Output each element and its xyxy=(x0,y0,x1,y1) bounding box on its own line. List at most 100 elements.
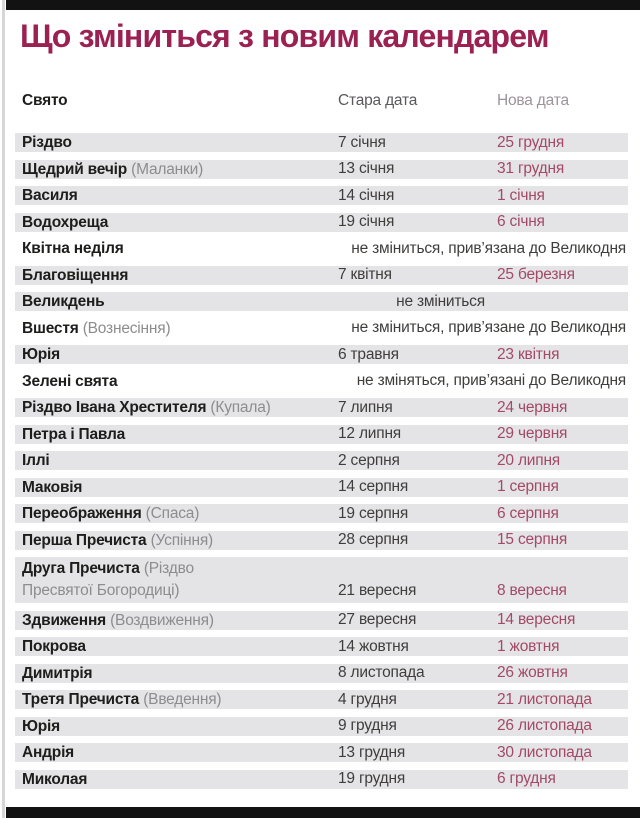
holiday-name: Переображення (Спаса) xyxy=(22,504,334,523)
new-date: 6 грудня xyxy=(497,770,556,787)
table-row: Юрія 6 травня 23 квітня xyxy=(15,345,628,364)
holiday-name: Великдень xyxy=(22,292,334,311)
new-date: 14 вересня xyxy=(497,611,576,628)
table-row: Іллі 2 серпня 20 липня xyxy=(15,451,628,470)
holiday-name: Юрія xyxy=(22,717,334,736)
holiday-name: Іллі xyxy=(22,451,334,470)
new-date: 6 серпня xyxy=(497,504,559,522)
calendar-table: Свято Стара дата Нова дата Різдво 7 січня… xyxy=(15,92,628,796)
holiday-alt-name: (Вознесіння) xyxy=(78,319,171,337)
table-body: Різдво 7 січня 25 грудня Щедрий вечір (Мала… xyxy=(15,133,628,789)
table-row: Юрія 9 грудня 26 листопада xyxy=(15,716,628,736)
new-date: 23 квітня xyxy=(497,345,560,363)
table-row: Миколая 19 грудня 6 грудня xyxy=(15,769,628,789)
holiday-name-text: Водохреща xyxy=(22,213,109,231)
row-note: не зміниться, прив’язане до Великодня xyxy=(351,319,626,336)
holiday-name-text: Іллі xyxy=(22,452,50,469)
holiday-name-text: Переображення xyxy=(22,505,142,522)
holiday-alt-name-line2: Пресвятої Богородиці) xyxy=(22,582,180,599)
holiday-name: Друга Пречиста (Різдво Пресвятої Богороди… xyxy=(22,557,334,603)
holiday-name: Василя xyxy=(22,186,334,205)
old-date: 4 грудня xyxy=(338,690,397,708)
table-header-row: Свято Стара дата Нова дата xyxy=(15,92,628,114)
row-note: не зміняться, прив’язані до Великодня xyxy=(356,372,627,389)
holiday-name-text: Димитрія xyxy=(22,664,93,682)
holiday-name-text: Миколая xyxy=(22,770,88,788)
holiday-name-text: Квітна неділя xyxy=(22,240,124,257)
table-row: Благовіщення 7 квітня 25 березня xyxy=(15,265,628,285)
holiday-name-text: Благовіщення xyxy=(22,266,129,284)
holiday-alt-name: (Успіння) xyxy=(146,531,214,549)
new-date: 8 вересня xyxy=(497,582,567,599)
new-date: 1 серпня xyxy=(497,478,559,495)
old-date: 21 вересня xyxy=(338,582,417,599)
table-row: Різдво Івана Хрестителя (Купала) 7 липня 2… xyxy=(15,398,628,417)
table-row: Димитрія 8 листопада 26 жовтня xyxy=(15,663,628,683)
holiday-name: Вшестя (Вознесіння) xyxy=(22,319,334,338)
old-date: 7 липня xyxy=(338,398,393,416)
holiday-name: Щедрий вечір (Маланки) xyxy=(22,160,334,179)
new-date: 26 жовтня xyxy=(497,664,568,681)
holiday-alt-name: (Різдво xyxy=(139,560,194,577)
holiday-name: Зелені свята xyxy=(22,372,334,391)
table-row: Третя Пречиста (Введення) 4 грудня 21 лист… xyxy=(15,690,628,709)
old-date: 13 грудня xyxy=(338,743,406,761)
holiday-name-text: Покрова xyxy=(22,638,86,655)
holiday-name: Димитрія xyxy=(22,664,334,683)
old-date: 13 січня xyxy=(338,160,395,177)
holiday-name: Маковія xyxy=(22,478,334,497)
new-date: 30 листопада xyxy=(497,743,592,761)
table-row: Зелені свята не зміняться, прив’язані до … xyxy=(15,372,628,391)
table-row: Петра і Павла 12 липня 29 червня xyxy=(15,424,628,444)
new-date: 6 січня xyxy=(497,213,545,230)
table-row: Водохреща 19 січня 6 січня xyxy=(15,212,628,232)
holiday-name-text: Здвиження xyxy=(22,611,106,629)
table-row: Квітна неділя не зміниться, прив’язана до… xyxy=(15,239,628,258)
old-date: 14 серпня xyxy=(338,478,409,495)
column-header-new-date: Нова дата xyxy=(497,92,569,109)
old-date: 8 листопада xyxy=(338,664,425,681)
table-row: Покрова 14 жовтня 1 жовтня xyxy=(15,637,628,656)
holiday-name-text: Юрія xyxy=(22,717,61,735)
old-date: 19 січня xyxy=(338,213,395,230)
holiday-name: Різдво Івана Хрестителя (Купала) xyxy=(22,398,334,417)
holiday-name-text: Василя xyxy=(22,187,78,204)
holiday-name-text: Юрія xyxy=(22,346,61,363)
top-black-bar xyxy=(6,0,640,10)
holiday-name: Юрія xyxy=(22,345,334,364)
table-row: Василя 14 січня 1 січня xyxy=(15,186,628,205)
page-title: Що зміниться з новим календарем xyxy=(20,18,550,54)
new-date: 25 грудня xyxy=(497,133,565,151)
holiday-name-text: Петра і Павла xyxy=(22,425,126,443)
holiday-name-text: Друга Пречиста xyxy=(22,560,140,577)
new-date: 15 серпня xyxy=(497,531,568,548)
holiday-name: Благовіщення xyxy=(22,266,334,285)
holiday-alt-name: (Введення) xyxy=(139,691,222,708)
old-date: 14 жовтня xyxy=(338,637,409,655)
holiday-name: Покрова xyxy=(22,637,334,656)
holiday-name-text: Великдень xyxy=(22,293,105,310)
table-row: Друга Пречиста (Різдво Пресвятої Богороди… xyxy=(15,557,628,603)
holiday-name-text: Перша Пречиста xyxy=(22,531,147,549)
holiday-name: Різдво xyxy=(22,133,334,152)
holiday-alt-name: (Маланки) xyxy=(127,160,204,178)
row-note: не зміниться xyxy=(396,292,485,310)
old-date: 7 січня xyxy=(338,133,386,151)
new-date: 20 липня xyxy=(497,451,560,469)
bottom-black-bar xyxy=(6,807,640,818)
holiday-name-text: Зелені свята xyxy=(22,372,118,390)
holiday-name: Перша Пречиста (Успіння) xyxy=(22,531,334,550)
new-date: 25 березня xyxy=(497,266,575,283)
holiday-alt-name: (Спаса) xyxy=(141,505,200,522)
old-date: 6 травня xyxy=(338,345,399,363)
new-date: 31 грудня xyxy=(497,160,565,177)
new-date: 29 червня xyxy=(497,425,568,442)
holiday-alt-name: (Воздвиження) xyxy=(105,611,214,629)
holiday-alt-name: (Купала) xyxy=(206,399,271,416)
holiday-name-text: Третя Пречиста xyxy=(22,691,140,708)
new-date: 26 листопада xyxy=(497,717,592,734)
holiday-name: Петра і Павла xyxy=(22,425,334,444)
holiday-name-text: Вшестя xyxy=(22,319,79,337)
holiday-name: Миколая xyxy=(22,770,334,789)
new-date: 24 червня xyxy=(497,398,568,416)
